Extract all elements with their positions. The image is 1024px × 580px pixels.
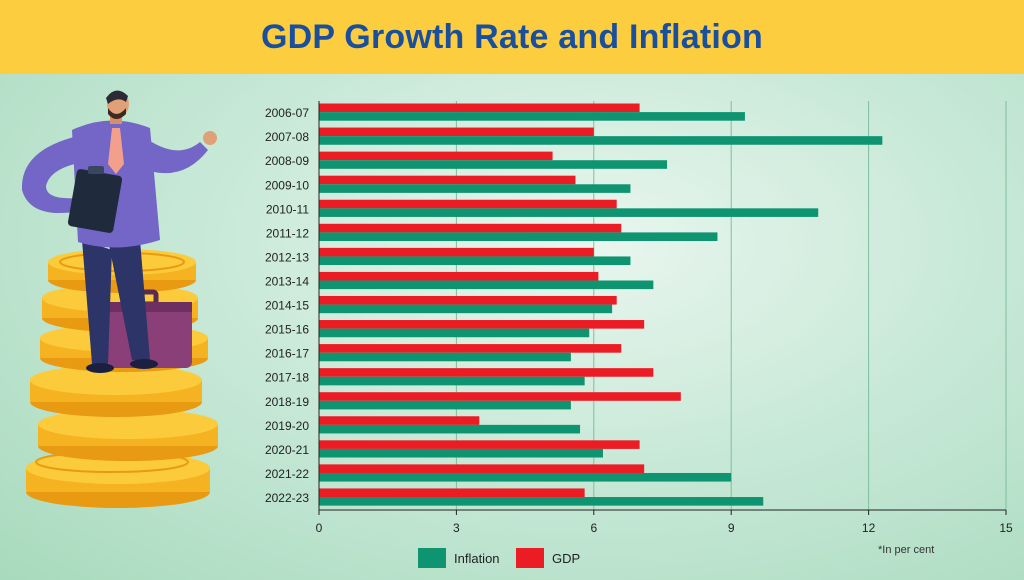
legend-swatch-gdp <box>516 548 544 568</box>
page-title: GDP Growth Rate and Inflation <box>261 17 763 56</box>
category-label-2019-20: 2019-20 <box>265 419 309 433</box>
legend-label-gdp: GDP <box>552 550 581 566</box>
x-tick-label-0: 0 <box>316 521 323 535</box>
bar-gdp-2017-18 <box>319 368 654 377</box>
category-label-2011-12: 2011-12 <box>266 226 309 240</box>
bar-inflation-2020-21 <box>319 448 603 458</box>
bar-gdp-2012-13 <box>319 247 594 257</box>
bar-gdp-2010-11 <box>319 199 617 209</box>
category-label-2007-08: 2007-08 <box>265 130 309 144</box>
bar-gdp-2014-15 <box>319 295 617 305</box>
bar-gdp-2011-12 <box>319 223 622 233</box>
bar-inflation-2017-18 <box>319 376 585 386</box>
bar-gdp-2022-23 <box>319 488 585 498</box>
bar-inflation-2010-11 <box>319 208 819 217</box>
category-label-2010-11: 2010-11 <box>266 202 309 216</box>
legend-swatch-inflation <box>418 548 446 568</box>
x-tick-label-3: 9 <box>728 521 735 535</box>
category-label-2009-10: 2009-10 <box>265 178 309 192</box>
category-label-2015-16: 2015-16 <box>265 323 309 337</box>
bar-gdp-2015-16 <box>319 320 645 329</box>
bar-gdp-2006-07 <box>319 103 640 113</box>
bar-gdp-2020-21 <box>319 440 640 449</box>
bar-gdp-2009-10 <box>319 175 576 185</box>
category-label-2013-14: 2013-14 <box>265 275 309 289</box>
bar-inflation-2006-07 <box>319 112 745 121</box>
unit-note: *In per cent <box>878 544 935 556</box>
bar-inflation-2014-15 <box>319 304 613 314</box>
bar-inflation-2007-08 <box>319 136 883 145</box>
category-label-2016-17: 2016-17 <box>265 347 309 361</box>
x-tick-label-5: 15 <box>999 521 1013 535</box>
bar-inflation-2011-12 <box>319 232 718 241</box>
category-label-2021-22: 2021-22 <box>265 467 309 481</box>
category-label-2012-13: 2012-13 <box>265 250 309 264</box>
bar-inflation-2009-10 <box>319 184 631 193</box>
bar-inflation-2015-16 <box>319 328 590 338</box>
bar-inflation-2013-14 <box>319 280 654 290</box>
category-label-2017-18: 2017-18 <box>265 371 309 385</box>
bar-inflation-2008-09 <box>319 160 668 169</box>
category-label-2014-15: 2014-15 <box>265 299 309 313</box>
x-tick-label-4: 12 <box>862 521 876 535</box>
businessman-illustration <box>21 90 218 508</box>
bar-gdp-2016-17 <box>319 344 622 353</box>
bar-inflation-2019-20 <box>319 424 581 434</box>
title-banner: GDP Growth Rate and Inflation <box>0 0 1024 74</box>
x-tick-label-2: 6 <box>590 521 597 535</box>
category-label-2022-23: 2022-23 <box>265 491 309 505</box>
legend-item-inflation: Inflation <box>418 548 500 568</box>
bar-gdp-2021-22 <box>319 464 645 473</box>
category-label-2006-07: 2006-07 <box>265 106 309 120</box>
legend-item-gdp: GDP <box>516 548 580 568</box>
bar-gdp-2018-19 <box>319 392 681 401</box>
x-tick-label-1: 3 <box>453 521 460 535</box>
category-label-2020-21: 2020-21 <box>265 443 309 457</box>
bar-inflation-2021-22 <box>319 472 732 482</box>
bar-inflation-2022-23 <box>319 497 764 506</box>
bar-inflation-2012-13 <box>319 256 631 266</box>
bar-gdp-2007-08 <box>319 127 594 137</box>
bar-gdp-2008-09 <box>319 151 553 161</box>
legend-label-inflation: Inflation <box>454 550 500 566</box>
bar-gdp-2019-20 <box>319 416 480 425</box>
category-label-2018-19: 2018-19 <box>265 395 309 409</box>
category-label-2008-09: 2008-09 <box>265 154 309 168</box>
bar-inflation-2016-17 <box>319 352 571 362</box>
bar-inflation-2018-19 <box>319 400 571 410</box>
bar-gdp-2013-14 <box>319 271 599 281</box>
